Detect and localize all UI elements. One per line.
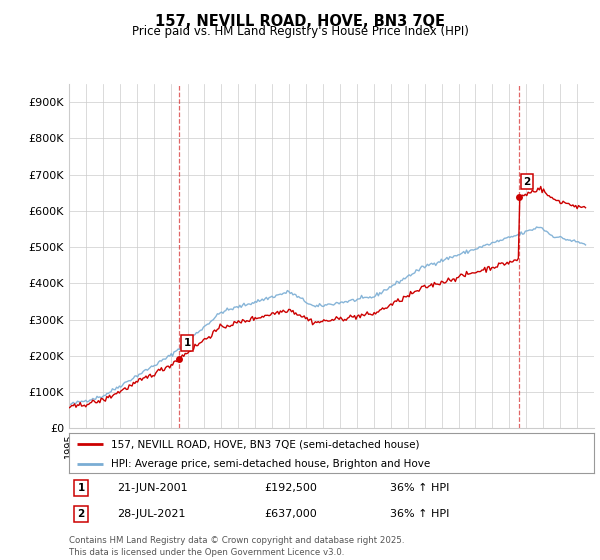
Text: HPI: Average price, semi-detached house, Brighton and Hove: HPI: Average price, semi-detached house,… bbox=[111, 459, 430, 469]
Text: 1: 1 bbox=[184, 338, 191, 348]
Text: £637,000: £637,000 bbox=[264, 509, 317, 519]
Text: 2: 2 bbox=[523, 177, 530, 187]
Text: 36% ↑ HPI: 36% ↑ HPI bbox=[390, 483, 449, 493]
Text: 36% ↑ HPI: 36% ↑ HPI bbox=[390, 509, 449, 519]
Text: 2: 2 bbox=[77, 509, 85, 519]
Text: Price paid vs. HM Land Registry's House Price Index (HPI): Price paid vs. HM Land Registry's House … bbox=[131, 25, 469, 38]
Text: £192,500: £192,500 bbox=[264, 483, 317, 493]
Text: Contains HM Land Registry data © Crown copyright and database right 2025.
This d: Contains HM Land Registry data © Crown c… bbox=[69, 536, 404, 557]
Text: 157, NEVILL ROAD, HOVE, BN3 7QE (semi-detached house): 157, NEVILL ROAD, HOVE, BN3 7QE (semi-de… bbox=[111, 439, 419, 449]
Text: 21-JUN-2001: 21-JUN-2001 bbox=[117, 483, 188, 493]
Text: 28-JUL-2021: 28-JUL-2021 bbox=[117, 509, 185, 519]
Text: 1: 1 bbox=[77, 483, 85, 493]
Text: 157, NEVILL ROAD, HOVE, BN3 7QE: 157, NEVILL ROAD, HOVE, BN3 7QE bbox=[155, 14, 445, 29]
